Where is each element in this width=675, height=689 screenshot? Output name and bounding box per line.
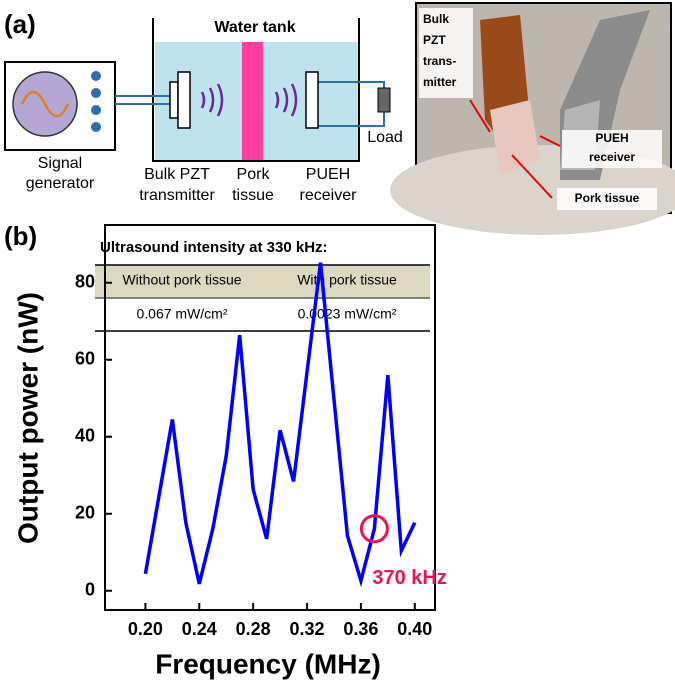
- sine-wave: [20, 90, 70, 118]
- tx-front: [177, 71, 191, 129]
- generator-label: generator: [26, 175, 95, 192]
- photo-label: trans-: [423, 54, 456, 68]
- x-tick-label: 0.20: [128, 619, 163, 639]
- table-title: Ultrasound intensity at 330 kHz:: [100, 239, 328, 256]
- y-tick-label: 80: [75, 272, 95, 292]
- panel-label: (b): [4, 221, 37, 251]
- transmitter-label: transmitter: [139, 187, 215, 204]
- highlight-circle: [359, 514, 389, 544]
- generator-buttons: [91, 71, 101, 132]
- transmitter-label: Bulk PZT: [144, 166, 210, 183]
- table-header-bg: [95, 265, 430, 297]
- photo-label: PUEH: [595, 131, 628, 145]
- water-tank-label: Water tank: [214, 19, 295, 36]
- load-label: Load: [367, 129, 403, 146]
- photo-label: PZT: [423, 33, 446, 47]
- x-tick-label: 0.28: [236, 619, 271, 639]
- tx-back: [169, 81, 179, 119]
- load: [377, 87, 391, 113]
- y-tick-label: 0: [85, 580, 95, 600]
- pork: [242, 42, 263, 160]
- tank: [152, 18, 360, 162]
- table-cell: 0.067 mW/cm²: [136, 306, 227, 322]
- table-cell: 0.0023 mW/cm²: [298, 306, 397, 322]
- table-header: Without pork tissue: [122, 272, 241, 288]
- x-tick-label: 0.40: [397, 619, 432, 639]
- pork-label: Pork: [237, 166, 271, 183]
- y-tick-label: 20: [75, 503, 95, 523]
- waves: [200, 83, 298, 117]
- photo-label: Pork tissue: [575, 191, 640, 205]
- photo: [390, 2, 675, 235]
- receiver-label: receiver: [300, 187, 358, 204]
- y-tick-label: 40: [75, 426, 95, 446]
- panel-label: (a): [4, 9, 36, 39]
- data-line: [143, 262, 417, 588]
- schematic: [4, 18, 391, 162]
- rx: [305, 71, 319, 129]
- x-tick-label: 0.24: [182, 619, 217, 639]
- annotation: 370 kHz: [372, 567, 447, 589]
- photo-label: receiver: [589, 150, 635, 164]
- y-axis-label: Output power (nW): [12, 292, 43, 544]
- pork-label: tissue: [232, 187, 274, 204]
- plot-frame: [104, 224, 436, 611]
- y-tick-label: 60: [75, 349, 95, 369]
- generator-label: Signal: [38, 155, 82, 172]
- x-axis-label: Frequency (MHz): [155, 648, 381, 679]
- table-header: With pork tissue: [297, 272, 397, 288]
- x-tick-label: 0.36: [343, 619, 378, 639]
- photo-label: mitter: [423, 75, 457, 89]
- photo-label: Bulk: [423, 12, 449, 26]
- wires: [115, 81, 385, 127]
- receiver-label: PUEH: [306, 166, 350, 183]
- x-tick-label: 0.32: [290, 619, 325, 639]
